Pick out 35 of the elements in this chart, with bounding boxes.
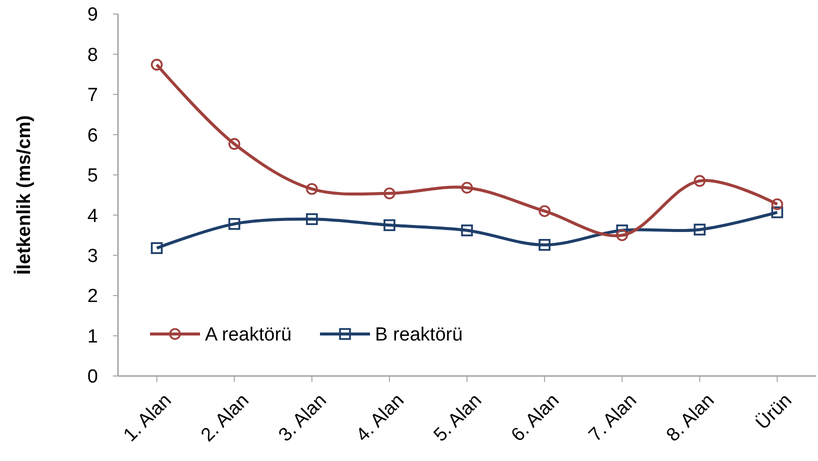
point: [306, 213, 318, 226]
point: [384, 219, 396, 232]
point: [306, 183, 318, 195]
point: [771, 206, 784, 218]
y-tick-label: 6: [87, 125, 98, 146]
point: [616, 229, 628, 242]
y-tick-label: 0: [87, 366, 98, 388]
x-tick-label: Ürün: [752, 390, 796, 434]
point: [538, 205, 550, 217]
legend-label: A reaktörü: [205, 324, 292, 346]
y-tick-label: 5: [87, 166, 98, 187]
y-tick-label: 9: [87, 4, 98, 26]
y-tick-label: 3: [87, 246, 98, 267]
x-tick-label: 2. Alan: [197, 390, 254, 446]
x-tick-label: 4. Alan: [352, 390, 408, 446]
point: [461, 224, 473, 236]
legend-label: B reaktörü: [375, 324, 463, 346]
point: [150, 58, 163, 71]
point: [384, 187, 396, 200]
point: [538, 238, 550, 251]
y-axis-title: İletkenlik (ms/cm): [13, 115, 35, 275]
point: [694, 175, 706, 187]
y-tick-label: 2: [87, 286, 98, 308]
x-tick-label: 5. Alan: [430, 390, 486, 446]
point: [694, 224, 706, 236]
y-tick-label: 8: [87, 44, 98, 66]
y-tick-label: 7: [87, 85, 98, 106]
point: [150, 242, 163, 254]
point: [771, 198, 784, 210]
y-tick-label: 4: [87, 206, 98, 227]
point: [461, 182, 473, 194]
y-tick-label: 1: [87, 326, 98, 348]
point: [228, 218, 240, 230]
point: [228, 138, 240, 150]
x-tick-label: 3. Alan: [274, 390, 331, 446]
